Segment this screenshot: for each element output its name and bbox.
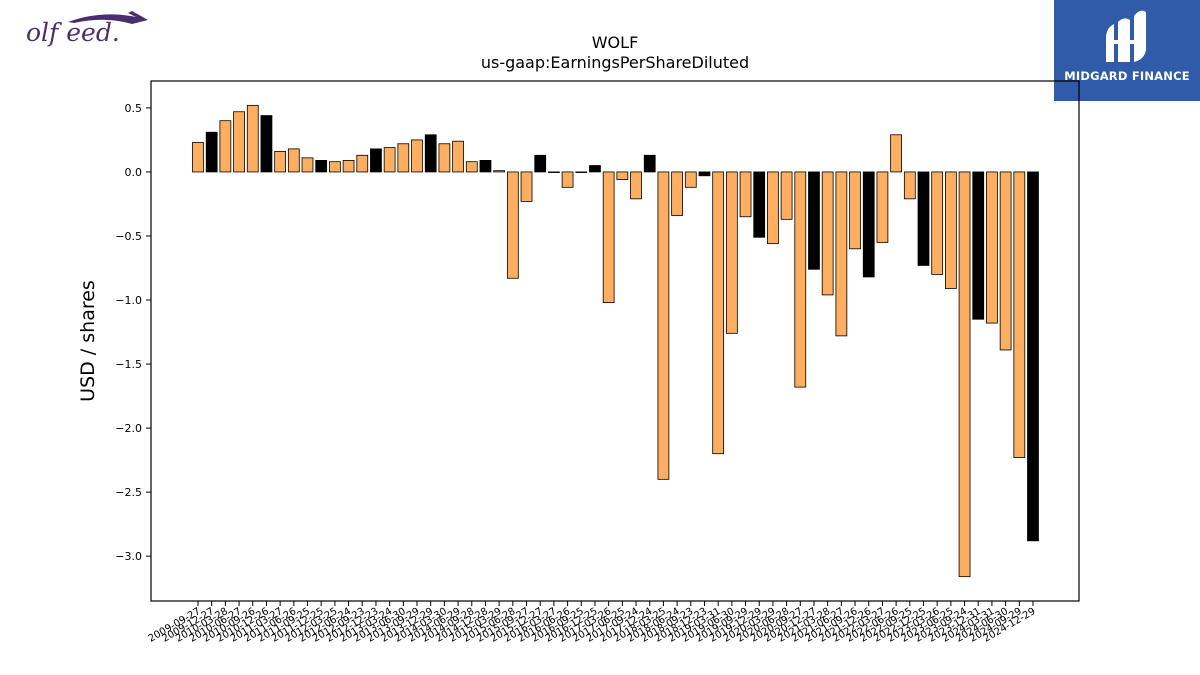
bar-2024-12-29	[1028, 172, 1039, 541]
y-axis-ticks: 0.5 0.0 −0.5 −1.0 −1.5 −2.0 −2.5 −3.0	[115, 102, 151, 563]
bar-2021-12-26	[863, 172, 874, 277]
bar-2023-03-26	[932, 172, 943, 274]
bar-2021-03-28	[822, 172, 833, 295]
bar-2018-09-23	[685, 172, 696, 187]
bar-2013-06-30	[398, 144, 409, 172]
y-tick-label: −3.0	[115, 550, 142, 563]
bar-2021-06-27	[836, 172, 847, 336]
bar-2014-12-28	[480, 160, 491, 172]
bar-2013-09-29	[412, 140, 423, 172]
bar-2020-12-27	[809, 172, 820, 269]
bar-2024-03-31	[986, 172, 997, 323]
bar-2015-03-29	[494, 171, 505, 172]
chart-title: WOLF	[592, 33, 639, 52]
bar-2011-12-25	[316, 160, 327, 172]
bar-2024-06-30	[1000, 172, 1011, 350]
bar-2018-03-25	[658, 172, 669, 479]
bar-2012-12-23	[370, 149, 381, 172]
bar-2014-09-28	[466, 162, 477, 172]
bar-2017-06-25	[617, 172, 628, 180]
bar-2009-09-27	[193, 142, 204, 171]
bar-2015-12-27	[535, 155, 546, 172]
bar-2012-06-24	[343, 160, 354, 172]
bar-2015-06-28	[507, 172, 518, 278]
bar-2016-06-26	[562, 172, 573, 187]
y-tick-label: −1.5	[115, 358, 142, 371]
bar-2012-03-25	[329, 162, 340, 172]
bar-2015-09-27	[521, 172, 532, 201]
bar-2019-06-30	[726, 172, 737, 333]
bar-2014-06-29	[453, 141, 464, 172]
y-tick-label: −1.0	[115, 294, 142, 307]
bar-2021-09-26	[850, 172, 861, 249]
eps-bar-chart: WOLF us-gaap:EarningsPerShareDiluted USD…	[0, 0, 1200, 675]
bar-2010-03-28	[220, 121, 231, 172]
y-tick-label: −2.0	[115, 422, 142, 435]
y-tick-label: −0.5	[115, 230, 142, 243]
bar-2017-12-24	[644, 155, 655, 172]
x-axis-ticks: 2009-09-272009-12-272010-03-282010-06-27…	[147, 601, 1038, 645]
bar-2013-12-29	[425, 135, 436, 172]
bar-2010-06-27	[234, 112, 245, 172]
y-tick-label: −2.5	[115, 486, 142, 499]
bar-2017-09-24	[631, 172, 642, 199]
bar-2014-03-30	[439, 144, 450, 172]
bar-2020-09-27	[795, 172, 806, 387]
bar-2018-12-23	[699, 172, 710, 176]
bar-2022-09-25	[904, 172, 915, 199]
bar-2011-03-27	[275, 151, 286, 171]
bar-2010-09-26	[247, 105, 258, 172]
bar-2019-03-31	[713, 172, 724, 454]
bar-2022-12-25	[918, 172, 929, 266]
bar-2013-03-24	[384, 148, 395, 172]
bar-2016-12-25	[589, 166, 600, 172]
y-tick-label: 0.0	[125, 166, 143, 179]
bar-2011-06-26	[288, 149, 299, 172]
bar-2022-06-26	[891, 135, 902, 172]
bar-2022-03-27	[877, 172, 888, 242]
bar-2016-09-25	[576, 172, 587, 173]
bar-2018-06-24	[672, 172, 683, 216]
bar-2024-09-29	[1014, 172, 1025, 458]
bar-2012-09-23	[357, 155, 368, 172]
chart-subtitle: us-gaap:EarningsPerShareDiluted	[481, 53, 749, 72]
bar-2023-06-25	[945, 172, 956, 289]
bar-2017-03-26	[603, 172, 614, 303]
bar-2020-03-29	[767, 172, 778, 244]
bar-2016-03-27	[548, 172, 559, 173]
bar-2011-09-25	[302, 158, 313, 172]
bar-2010-12-26	[261, 116, 272, 172]
bar-2019-12-29	[754, 172, 765, 237]
y-tick-label: 0.5	[125, 102, 143, 115]
y-axis-label: USD / shares	[77, 280, 99, 402]
bars-group	[193, 105, 1039, 576]
bar-2023-12-31	[973, 172, 984, 319]
bar-2023-09-24	[959, 172, 970, 577]
bar-2019-09-29	[740, 172, 751, 217]
bar-2009-12-27	[206, 132, 217, 172]
bar-2020-06-28	[781, 172, 792, 219]
